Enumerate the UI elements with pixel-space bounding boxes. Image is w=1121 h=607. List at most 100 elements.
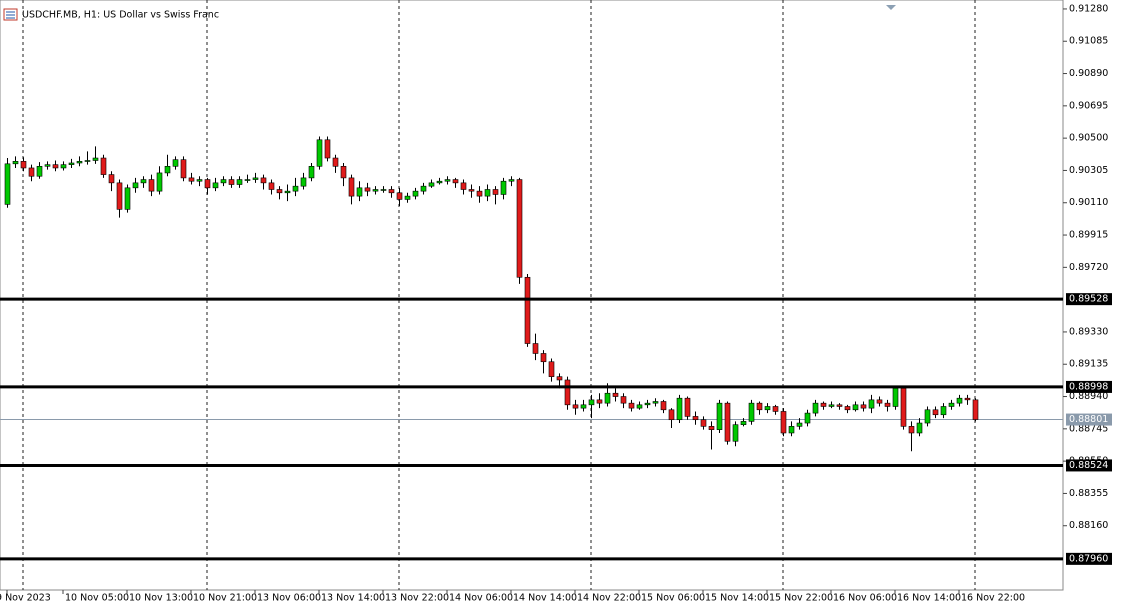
candle	[548, 358, 555, 382]
candle-body	[916, 422, 923, 434]
candle-body	[124, 187, 131, 210]
candle	[92, 146, 99, 164]
candle	[540, 350, 547, 374]
y-tick-label: 0.90305	[1069, 165, 1108, 176]
candle-body	[748, 402, 755, 422]
candle	[652, 398, 659, 407]
candle	[524, 273, 531, 347]
candle-body	[132, 182, 139, 189]
candle	[596, 393, 603, 409]
candle-body	[364, 187, 371, 192]
level-label: 0.88998	[1069, 381, 1108, 392]
candle	[708, 421, 715, 450]
candle-body	[732, 424, 739, 442]
candle-body	[148, 179, 155, 192]
candle-body	[20, 161, 27, 169]
last-price-box	[1066, 413, 1112, 426]
candle	[452, 177, 459, 188]
candle-body	[604, 392, 611, 404]
candle-body	[780, 411, 787, 434]
candle	[148, 174, 155, 197]
candle	[772, 404, 779, 415]
candle-body	[380, 189, 387, 191]
candle-body	[652, 401, 659, 404]
candle-body	[44, 164, 51, 167]
candle-body	[12, 161, 19, 165]
candle	[620, 393, 627, 409]
shift-marker	[886, 5, 896, 10]
candle-body	[244, 179, 251, 181]
candle	[884, 399, 891, 412]
candle-body	[396, 192, 403, 200]
candle-body	[100, 157, 107, 175]
candle	[532, 333, 539, 361]
candle	[332, 154, 339, 173]
candle	[836, 403, 843, 410]
candle	[764, 403, 771, 414]
y-tick-label: 0.91280	[1069, 3, 1108, 14]
candle	[156, 166, 163, 195]
candle-body	[540, 353, 547, 363]
y-tick-label: 0.90890	[1069, 68, 1108, 79]
x-tick-label: 10 Nov 21:00	[193, 593, 257, 604]
candle	[28, 164, 35, 182]
candle	[308, 162, 315, 182]
candle	[60, 161, 67, 171]
candle	[300, 172, 307, 190]
candle	[372, 186, 379, 195]
candle	[628, 399, 635, 412]
y-tick-label: 0.89135	[1069, 359, 1108, 370]
candle-body	[484, 189, 491, 197]
candle	[740, 418, 747, 427]
candle-body	[116, 182, 123, 210]
candle-body	[68, 162, 75, 165]
candle-body	[348, 177, 355, 197]
candle-body	[108, 174, 115, 184]
candle	[212, 177, 219, 192]
candle	[580, 399, 587, 412]
candle-body	[492, 189, 499, 195]
candle	[852, 401, 859, 412]
candle-body	[756, 402, 763, 411]
candle	[860, 401, 867, 412]
candle-body	[412, 190, 419, 197]
candle	[692, 411, 699, 425]
candle-body	[772, 406, 779, 412]
candle	[788, 421, 795, 437]
candle	[404, 192, 411, 203]
candle-body	[812, 402, 819, 414]
candle	[900, 386, 907, 430]
candle-body	[740, 421, 747, 425]
candle	[164, 154, 171, 177]
candle	[964, 394, 971, 405]
level-label: 0.89528	[1069, 294, 1108, 305]
candle-body	[260, 177, 267, 184]
candle-body	[588, 399, 595, 406]
candle-body	[700, 419, 707, 427]
candle	[276, 186, 283, 200]
candle	[20, 157, 27, 172]
candle-body	[372, 189, 379, 192]
candle	[660, 399, 667, 414]
candle	[700, 416, 707, 430]
candle	[188, 172, 195, 185]
level-label-box	[1066, 380, 1112, 393]
candle-body	[852, 404, 859, 411]
candle	[892, 386, 899, 410]
candle	[36, 162, 43, 179]
candle	[132, 177, 139, 193]
candle	[428, 179, 435, 188]
candle	[380, 186, 387, 193]
candle-body	[716, 402, 723, 430]
candle	[516, 177, 523, 284]
x-tick-label: 15 Nov 22:00	[769, 593, 833, 604]
candle-body	[236, 179, 243, 185]
candle	[436, 177, 443, 185]
candle	[52, 160, 59, 172]
candle	[748, 399, 755, 425]
candle-body	[420, 185, 427, 192]
candle	[196, 176, 203, 187]
candle	[956, 394, 963, 407]
